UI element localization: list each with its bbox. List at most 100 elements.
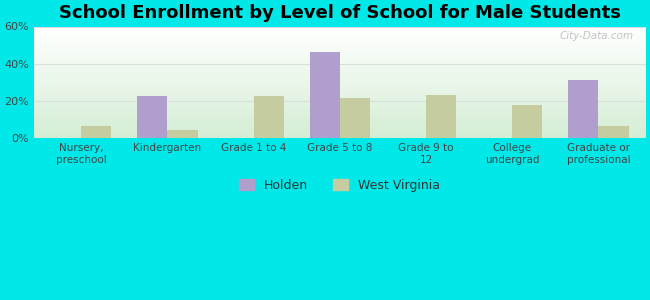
Bar (81, 126, 111, 138)
Bar (34, 84, 646, 85)
Bar (34, 34, 646, 35)
Bar (512, 105, 542, 138)
Bar (34, 61, 646, 62)
Bar (34, 32, 646, 33)
Bar (599, 126, 629, 138)
Bar (34, 58, 646, 59)
Bar (34, 99, 646, 100)
Bar (34, 77, 646, 78)
Bar (34, 125, 646, 126)
Bar (34, 106, 646, 107)
Bar (34, 52, 646, 53)
Bar (34, 104, 646, 105)
Bar (34, 71, 646, 72)
Bar (34, 55, 646, 56)
Bar (34, 49, 646, 50)
Bar (34, 44, 646, 45)
Bar (34, 113, 646, 114)
Bar (34, 92, 646, 93)
Bar (34, 126, 646, 127)
Bar (34, 60, 646, 61)
Bar (34, 69, 646, 70)
Bar (34, 26, 646, 27)
Bar (34, 59, 646, 60)
Bar (254, 96, 284, 138)
Bar (34, 88, 646, 89)
Bar (34, 35, 646, 36)
Bar (34, 108, 646, 109)
Bar (34, 96, 646, 97)
Bar (34, 66, 646, 67)
Title: School Enrollment by Level of School for Male Students: School Enrollment by Level of School for… (59, 4, 621, 22)
Bar (34, 75, 646, 76)
Bar (34, 51, 646, 52)
Bar (34, 62, 646, 63)
Bar (34, 79, 646, 80)
Bar (34, 137, 646, 138)
Bar (34, 41, 646, 42)
Bar (34, 95, 646, 96)
Bar (34, 48, 646, 49)
Bar (34, 111, 646, 112)
Bar (34, 68, 646, 69)
Bar (34, 85, 646, 86)
Bar (34, 110, 646, 111)
Bar (34, 74, 646, 75)
Bar (34, 107, 646, 108)
Bar (34, 56, 646, 57)
Bar (34, 100, 646, 101)
Bar (34, 135, 646, 136)
Bar (34, 83, 646, 84)
Bar (34, 105, 646, 106)
Text: City-Data.com: City-Data.com (560, 31, 634, 41)
Bar (34, 123, 646, 124)
Bar (34, 97, 646, 98)
Bar (34, 28, 646, 29)
Bar (34, 65, 646, 66)
Bar (34, 132, 646, 133)
Bar (568, 80, 599, 138)
Bar (34, 30, 646, 31)
Bar (426, 95, 456, 138)
Bar (34, 50, 646, 51)
Bar (34, 63, 646, 64)
Bar (137, 96, 168, 138)
Bar (34, 124, 646, 125)
Bar (34, 38, 646, 39)
Bar (34, 102, 646, 103)
Bar (34, 82, 646, 83)
Bar (34, 122, 646, 123)
Bar (34, 64, 646, 65)
Bar (34, 117, 646, 118)
Bar (34, 93, 646, 94)
Bar (34, 54, 646, 55)
Bar (34, 94, 646, 95)
Bar (168, 130, 198, 138)
Bar (34, 47, 646, 48)
Bar (34, 39, 646, 40)
Bar (34, 121, 646, 122)
Bar (34, 31, 646, 32)
Bar (34, 119, 646, 120)
Bar (34, 136, 646, 137)
Bar (34, 27, 646, 28)
Bar (34, 37, 646, 38)
Bar (34, 118, 646, 119)
Bar (34, 116, 646, 117)
Bar (34, 33, 646, 34)
Bar (34, 36, 646, 37)
Bar (34, 130, 646, 131)
Bar (34, 76, 646, 77)
Bar (34, 57, 646, 58)
Bar (34, 90, 646, 91)
Bar (34, 70, 646, 71)
Bar (34, 40, 646, 41)
Bar (34, 40, 646, 41)
Bar (34, 109, 646, 110)
Bar (34, 29, 646, 30)
Legend: Holden, West Virginia: Holden, West Virginia (234, 174, 445, 196)
Bar (340, 98, 370, 138)
Bar (34, 129, 646, 130)
Bar (34, 80, 646, 81)
Bar (34, 43, 646, 44)
